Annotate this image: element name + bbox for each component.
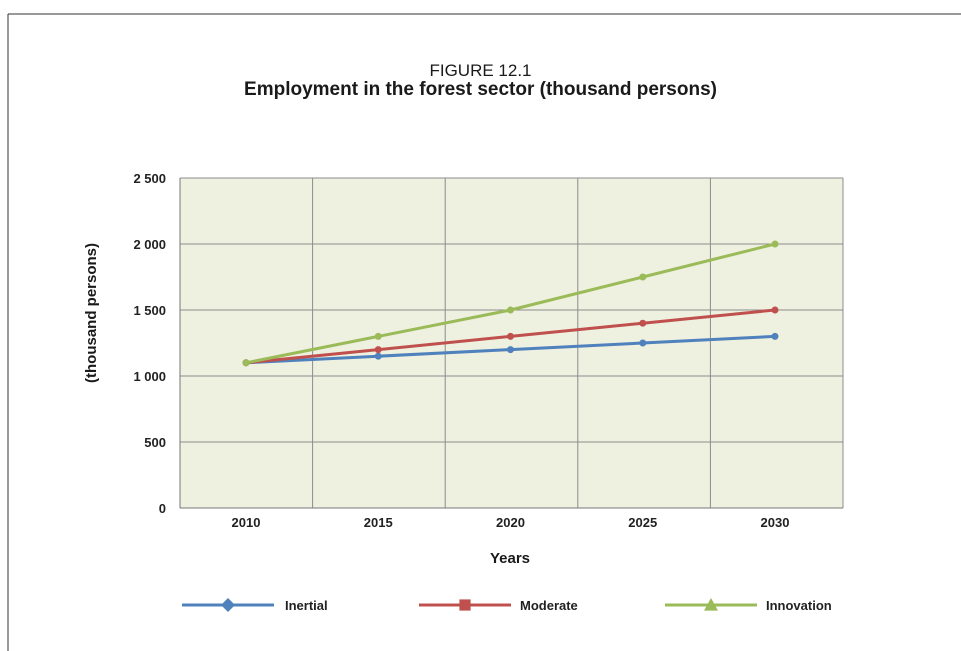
x-tick-label: 2010 (232, 515, 261, 530)
y-tick-label: 0 (159, 501, 166, 516)
y-tick-label: 500 (144, 435, 166, 450)
data-point-moderate (374, 346, 382, 354)
figure-label: FIGURE 12.1 (429, 61, 532, 80)
data-point-inertial (639, 339, 647, 347)
y-axis-title: (thousand persons) (83, 243, 100, 383)
chart-title: Employment in the forest sector (thousan… (244, 79, 717, 100)
data-point-innovation (374, 332, 382, 340)
legend-label-moderate: Moderate (520, 598, 578, 613)
legend-marker-inertial (221, 598, 235, 612)
y-tick-label: 2 000 (133, 237, 166, 252)
y-tick-label: 1 000 (133, 369, 166, 384)
x-axis-title: Years (490, 550, 530, 567)
data-point-innovation (507, 306, 514, 314)
plot-area (180, 178, 843, 508)
data-point-moderate (507, 332, 514, 340)
legend-marker-moderate (459, 599, 471, 611)
data-point-inertial (374, 352, 382, 360)
data-point-innovation (771, 240, 779, 248)
legend-label-innovation: Innovation (766, 598, 832, 613)
data-point-inertial (771, 332, 779, 340)
y-tick-label: 1 500 (133, 303, 166, 318)
data-point-moderate (771, 306, 779, 314)
x-tick-label: 2030 (761, 515, 790, 530)
x-tick-label: 2015 (364, 515, 393, 530)
data-point-inertial (507, 346, 514, 354)
data-point-moderate (639, 319, 647, 327)
data-point-innovation (242, 359, 250, 367)
x-tick-label: 2025 (628, 515, 657, 530)
data-point-innovation (639, 273, 647, 281)
legend-label-inertial: Inertial (285, 598, 328, 613)
x-tick-label: 2020 (496, 515, 525, 530)
legend-marker-innovation (704, 598, 718, 611)
y-tick-label: 2 500 (133, 171, 166, 186)
